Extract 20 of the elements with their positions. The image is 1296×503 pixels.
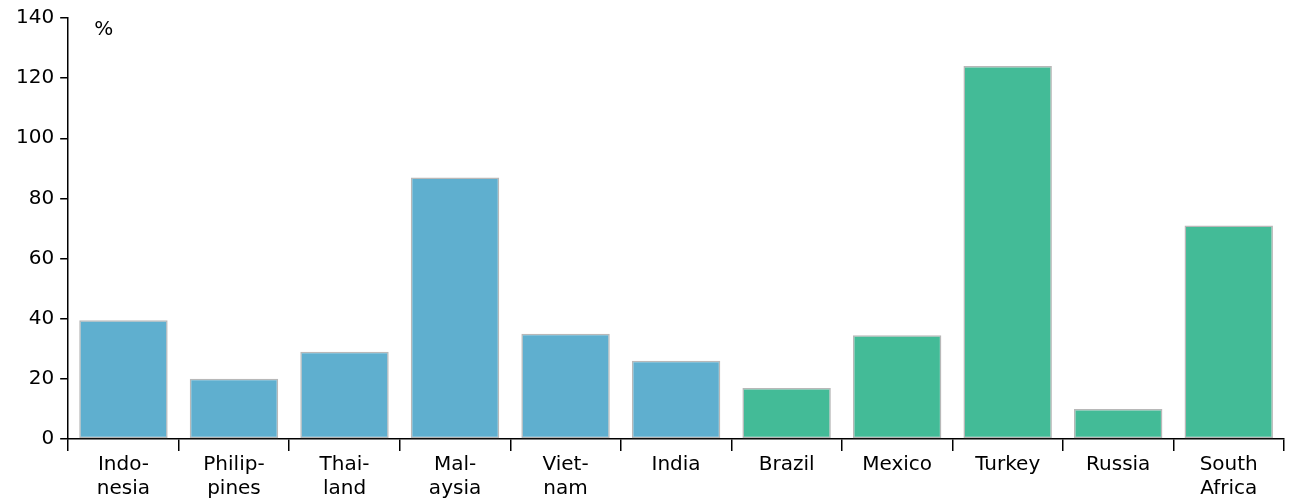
x-tick-label: Indo- nesia [96,451,151,500]
x-tick-label: Brazil [758,451,815,476]
y-tick-label: 40 [28,304,55,329]
x-tick-label: Russia [1086,451,1151,476]
x-tick-label: India [651,451,701,476]
x-tick-label: Turkey [974,451,1041,476]
y-tick-label: 80 [28,184,55,209]
x-tick-label: Mexico [862,451,933,476]
y-tick-label: 100 [15,124,55,149]
x-tick-label: Mal- aysia [428,451,482,500]
x-tick-label: Philip- pines [203,451,265,500]
y-tick-label: 60 [28,244,55,269]
y-tick-label: 20 [28,365,55,390]
x-tick-label: Viet- nam [542,451,589,500]
x-tick-label: South Africa [1199,451,1258,500]
x-tick-label: Thai- land [318,451,370,500]
y-tick-label: 120 [15,64,55,89]
y-axis-title: % [94,16,114,41]
y-tick-label: 140 [15,4,55,29]
y-tick-label: 0 [41,425,55,450]
